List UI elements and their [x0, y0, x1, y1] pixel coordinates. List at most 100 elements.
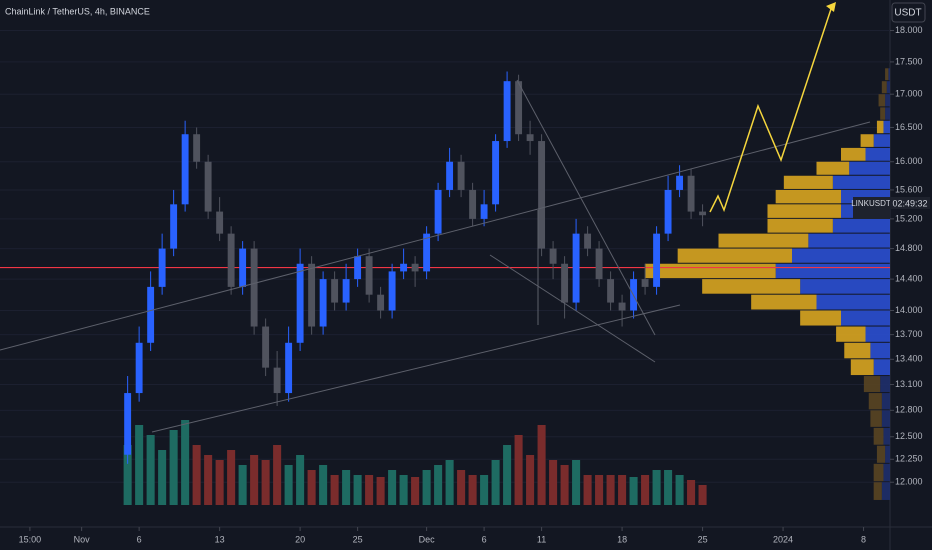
x-tick-label: 8	[861, 534, 866, 544]
y-tick-label: 14.800	[895, 243, 923, 253]
profile-up	[849, 161, 890, 175]
volume-bar	[342, 470, 351, 505]
volume-bar	[491, 460, 500, 505]
candle-body	[377, 294, 385, 311]
profile-down	[878, 94, 886, 107]
volume-bar	[698, 485, 707, 505]
profile-down	[873, 427, 884, 445]
y-tick-label: 12.500	[895, 431, 923, 441]
volume-bar	[618, 475, 627, 505]
candle-body	[607, 279, 615, 303]
y-tick-label: 15.600	[895, 184, 923, 194]
candle-body	[147, 286, 155, 343]
profile-down	[767, 218, 833, 233]
candle-body	[699, 211, 707, 216]
profile-down	[881, 81, 887, 94]
chart-title: ChainLink / TetherUS, 4h, BINANCE	[5, 6, 150, 16]
y-tick-label: 17.000	[895, 89, 923, 99]
profile-up	[883, 120, 890, 134]
y-tick-label: 13.100	[895, 379, 923, 389]
x-tick-label: 15:00	[19, 534, 42, 544]
profile-up	[888, 68, 890, 81]
profile-up	[885, 445, 890, 463]
projection-arrow	[826, 2, 836, 12]
x-tick-label: 13	[215, 534, 225, 544]
profile-down	[876, 120, 884, 134]
candle-body	[239, 248, 247, 287]
candle-body	[170, 204, 178, 249]
profile-down	[873, 463, 884, 482]
candle-body	[457, 161, 465, 190]
x-tick-label: 6	[482, 534, 487, 544]
volume-bar	[273, 445, 282, 505]
candle-body	[388, 271, 396, 311]
volume-bar	[514, 435, 523, 505]
candle-body	[687, 175, 695, 212]
volume-bar	[388, 470, 397, 505]
candle-body	[538, 141, 546, 249]
candle-body	[618, 302, 626, 311]
profile-up	[816, 294, 890, 310]
candle-body	[216, 211, 224, 234]
candle-body	[446, 161, 454, 190]
volume-bar	[652, 470, 661, 505]
candle-body	[158, 248, 166, 287]
candle-body	[584, 233, 592, 249]
volume-bar	[687, 480, 696, 505]
volume-bar	[353, 475, 362, 505]
volume-bar	[204, 455, 213, 505]
volume-bar	[215, 460, 224, 505]
volume-bar	[537, 425, 546, 505]
y-tick-label: 12.250	[895, 454, 923, 464]
y-tick-label: 16.500	[895, 122, 923, 132]
profile-up	[873, 134, 890, 147]
candle-body	[308, 263, 316, 327]
projection-path	[709, 5, 833, 213]
candle-body	[572, 233, 580, 303]
candle-body	[411, 263, 419, 272]
channel-line	[0, 121, 871, 351]
volume-bar	[365, 475, 374, 505]
candle-body	[400, 263, 408, 272]
profile-down	[850, 359, 874, 376]
profile-down	[775, 189, 841, 204]
volume-bar	[664, 470, 673, 505]
profile-down	[873, 482, 882, 500]
y-tick-label: 14.000	[895, 305, 923, 315]
x-tick-label: Dec	[419, 534, 436, 544]
profile-down	[718, 233, 809, 248]
y-tick-label: 18.000	[895, 25, 923, 35]
profile-up	[885, 107, 890, 120]
volume-bar	[399, 475, 408, 505]
profile-up	[886, 81, 890, 94]
candle-body	[193, 134, 201, 162]
channel-line	[151, 304, 681, 433]
candle-body	[549, 248, 557, 264]
profile-up	[881, 410, 890, 427]
profile-up	[792, 248, 890, 263]
volume-bar	[250, 455, 259, 505]
profile-up	[775, 263, 890, 279]
x-tick-label: 25	[353, 534, 363, 544]
candle-body	[664, 189, 672, 234]
candle-body	[331, 279, 339, 303]
profile-down	[836, 326, 866, 342]
candle-body	[595, 248, 603, 280]
profile-up	[883, 427, 890, 445]
profile-up	[800, 279, 890, 294]
currency-box[interactable]	[891, 2, 926, 23]
volume-bar	[319, 465, 328, 505]
candle-body	[526, 134, 534, 142]
volume-bar	[192, 445, 201, 505]
profile-down	[767, 204, 841, 218]
profile-down	[800, 310, 841, 326]
volume-bar	[629, 477, 638, 505]
volume-bar	[526, 455, 535, 505]
profile-up	[885, 94, 890, 107]
profile-down	[677, 248, 792, 263]
profile-down	[841, 147, 866, 161]
profile-down	[816, 161, 850, 175]
x-tick-label: 25	[698, 534, 708, 544]
candle-body	[296, 263, 304, 343]
